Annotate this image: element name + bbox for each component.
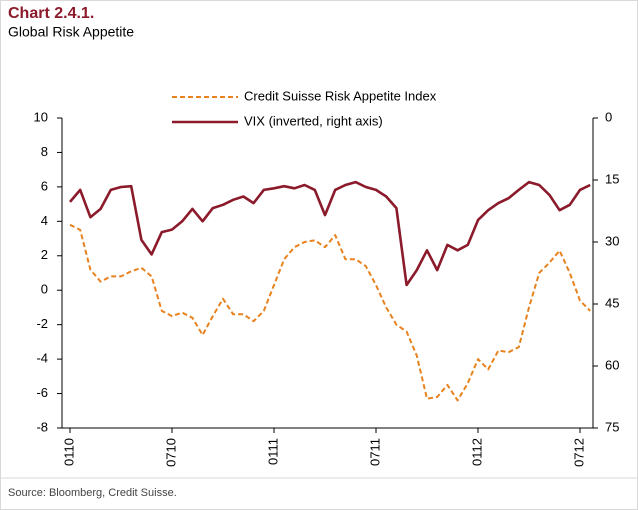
y2-tick-label: 45 — [605, 295, 619, 310]
y-tick-label: -6 — [36, 385, 48, 400]
y-tick-label: -8 — [36, 419, 48, 434]
legend-label: Credit Suisse Risk Appetite Index — [244, 88, 437, 103]
source: Source: Bloomberg, Credit Suisse. — [8, 487, 177, 499]
y2-tick-label: 75 — [605, 419, 619, 434]
y-tick-label: 6 — [41, 178, 48, 193]
x-tick-label: 0712 — [571, 438, 586, 467]
y2-tick-label: 30 — [605, 233, 619, 248]
legend-label: VIX (inverted, right axis) — [244, 113, 383, 128]
y-tick-label: 2 — [41, 247, 48, 262]
series-line — [69, 180, 591, 287]
y-tick-label: -4 — [36, 351, 48, 366]
chart-title: Chart 2.4.1. — [8, 5, 94, 22]
y-tick-label: -2 — [36, 316, 48, 331]
y-tick-label: 10 — [34, 109, 48, 124]
x-tick-label: 0112 — [469, 438, 484, 466]
y2-tick-label: 15 — [605, 171, 619, 186]
x-tick-label: 0710 — [163, 438, 178, 467]
y-tick-label: 4 — [41, 213, 48, 228]
y2-tick-label: 60 — [605, 357, 619, 372]
chart-subtitle: Global Risk Appetite — [8, 24, 134, 40]
x-tick-label: 0110 — [61, 438, 76, 466]
series-line — [69, 223, 591, 402]
y-tick-label: 8 — [41, 144, 48, 159]
y2-tick-label: 0 — [605, 109, 612, 124]
x-tick-label: 0711 — [367, 438, 382, 466]
y-tick-label: 0 — [41, 282, 48, 297]
x-tick-label: 0111 — [265, 438, 280, 465]
